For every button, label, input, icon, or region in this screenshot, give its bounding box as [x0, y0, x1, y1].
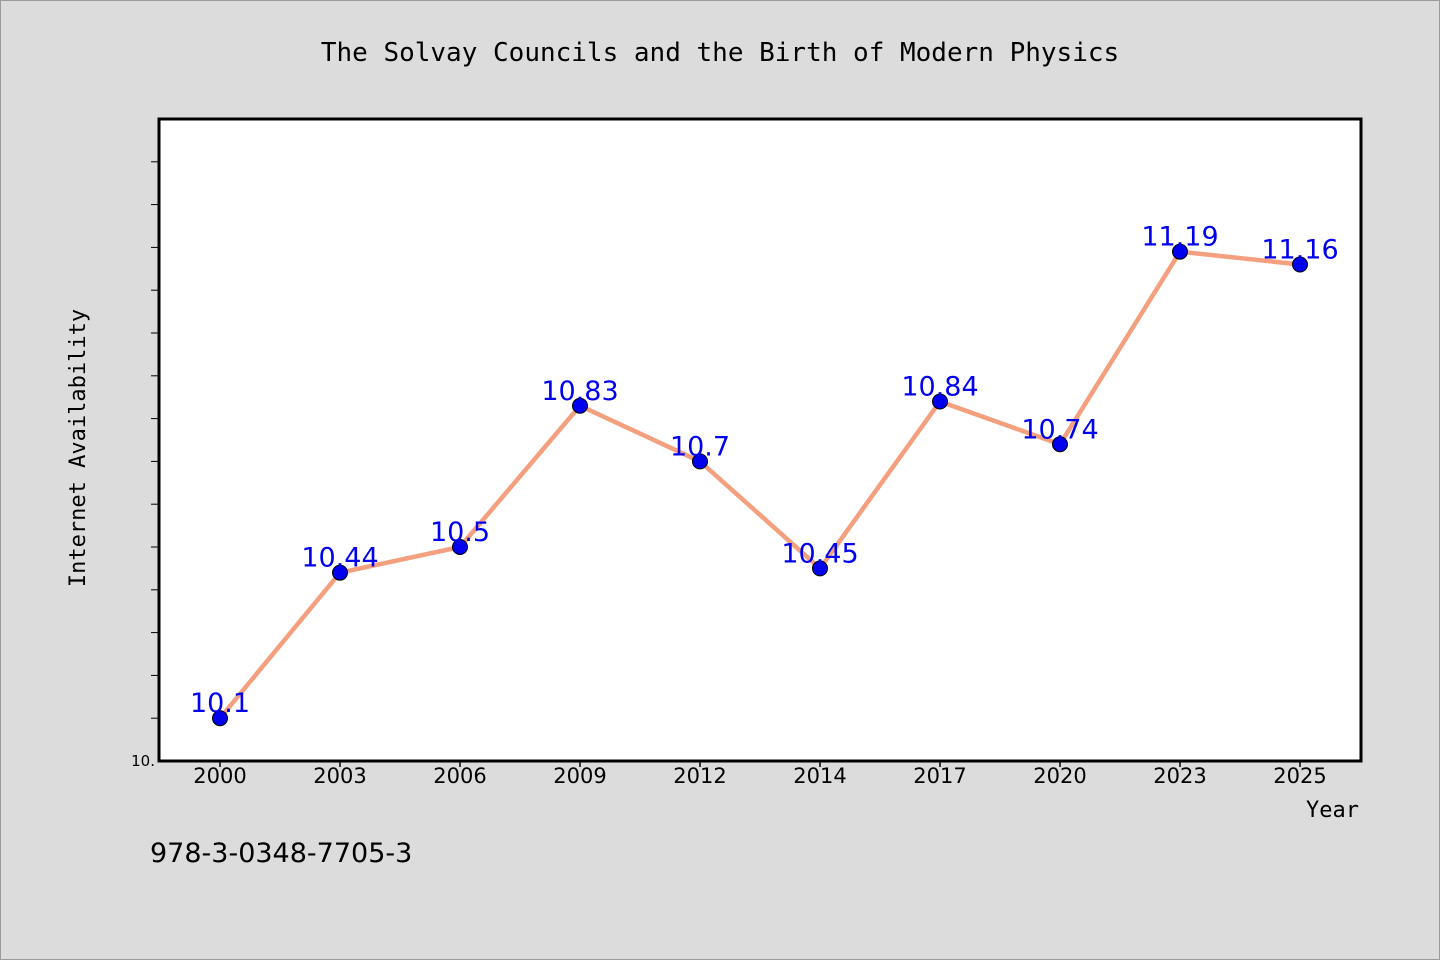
data-point — [1172, 243, 1188, 260]
data-point — [1052, 436, 1068, 453]
data-markers — [212, 243, 1308, 727]
y-axis-ticks — [151, 161, 159, 719]
x-tick-label: 2025 — [1273, 764, 1326, 788]
data-point — [572, 397, 588, 414]
data-label: 11.16 — [1261, 235, 1338, 266]
x-axis-label: Year — [1306, 798, 1359, 823]
data-point — [692, 453, 708, 470]
data-point — [812, 560, 828, 577]
x-tick-label: 2006 — [433, 764, 486, 788]
series-line-segment — [337, 544, 463, 575]
series-line-segment — [457, 403, 583, 550]
data-label: 10.7 — [670, 431, 730, 462]
data-label: 10.1 — [190, 688, 250, 719]
data-label: 10.44 — [301, 543, 378, 574]
data-labels: 10.1 10.44 10.5 10.83 10.7 10.45 10.84 10.74 11.… — [190, 222, 1339, 720]
data-label: 10.45 — [781, 538, 858, 569]
series-line-segment — [1057, 249, 1183, 447]
data-label: 11.19 — [1141, 222, 1218, 253]
data-point — [932, 393, 948, 410]
x-tick-label: 2014 — [793, 764, 846, 788]
data-point — [212, 710, 228, 727]
series-line-segment — [577, 403, 703, 464]
x-tick-label: 2012 — [673, 764, 726, 788]
chart-title: The Solvay Councils and the Birth of Mod… — [321, 38, 1119, 68]
plot-area — [157, 117, 1363, 763]
series-line-segment — [1177, 249, 1303, 267]
x-tick-label: 2009 — [553, 764, 606, 788]
data-label: 10.83 — [541, 376, 618, 407]
series-line-segment — [937, 399, 1063, 447]
data-label: 10.74 — [1021, 414, 1098, 445]
x-tick-label: 2020 — [1033, 764, 1086, 788]
series-line-segment — [697, 459, 823, 571]
data-point — [332, 564, 348, 581]
data-point — [1292, 256, 1308, 273]
data-label: 10.5 — [430, 517, 490, 548]
series-line-group — [217, 249, 1303, 721]
x-tick-label: 2003 — [313, 764, 366, 788]
data-label: 10.84 — [901, 371, 978, 402]
x-tick-label: 2017 — [913, 764, 966, 788]
x-axis-ticks: 2000 2003 2006 2009 2012 2014 2017 2020 2023 2025 — [193, 761, 1327, 788]
series-line-segment — [817, 399, 943, 571]
isbn-text: 978-3-0348-7705-3 — [150, 838, 412, 869]
y-tick-label: 10. — [131, 752, 155, 770]
x-tick-label: 2000 — [193, 764, 246, 788]
data-point — [452, 539, 468, 555]
x-tick-label: 2023 — [1153, 764, 1206, 788]
series-line-segment — [217, 570, 343, 721]
y-axis-label: Internet Availability — [66, 309, 91, 587]
